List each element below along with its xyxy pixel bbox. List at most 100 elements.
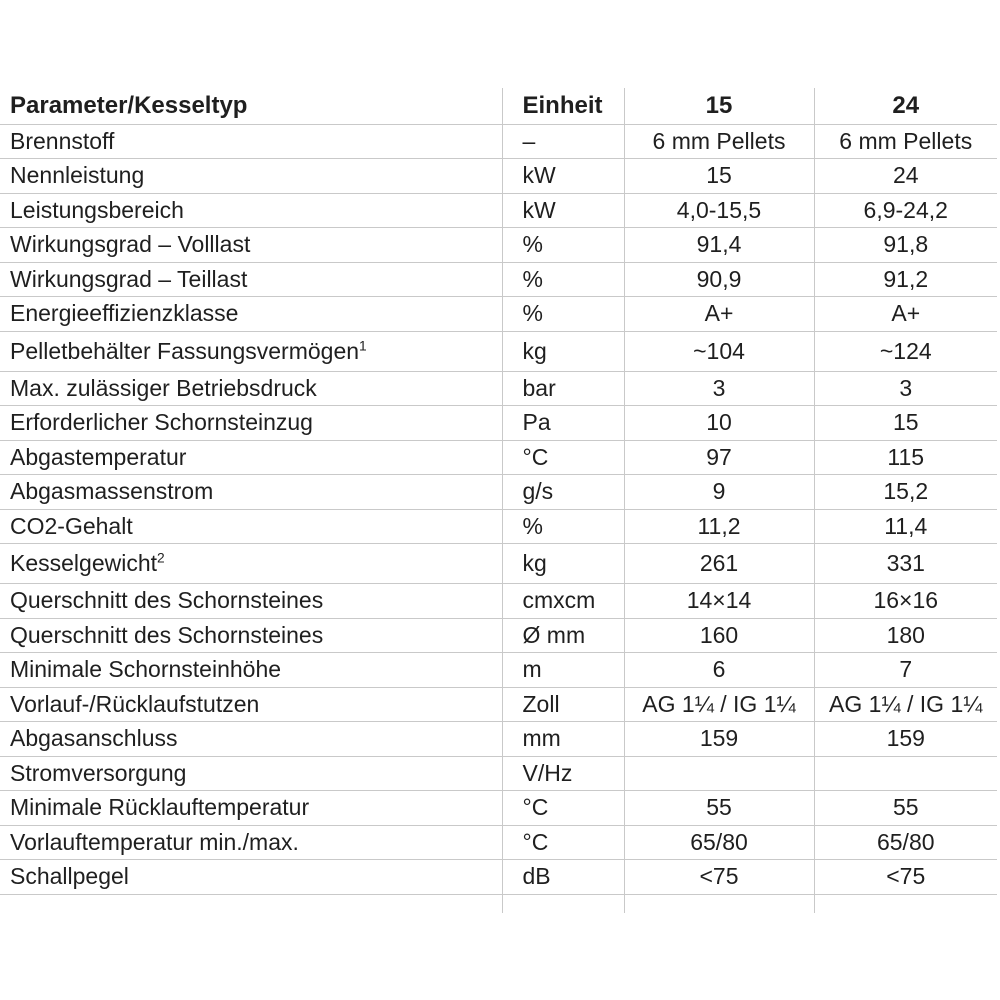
table-row: CO2-Gehalt % 11,2 11,4 xyxy=(0,509,997,544)
value-15-cell: 90,9 xyxy=(623,262,814,297)
footnote-marker: 1 xyxy=(359,337,367,353)
header-model-15: 15 xyxy=(623,88,814,125)
table-row: Querschnitt des Schornsteines Ø mm 160 1… xyxy=(0,618,997,653)
value-15-cell: 4,0-15,5 xyxy=(623,193,814,228)
value-15-cell: 14×14 xyxy=(623,583,814,619)
unit-cell: m xyxy=(501,652,624,688)
param-cell: Vorlauftemperatur min./max. xyxy=(0,825,502,860)
unit-cell: % xyxy=(501,227,624,263)
stub-cell xyxy=(0,894,502,913)
unit-cell: cmxcm xyxy=(501,583,624,619)
param-label: Erforderlicher Schornsteinzug xyxy=(10,409,313,436)
unit-cell: mm xyxy=(501,721,624,757)
param-label: Schallpegel xyxy=(10,863,129,890)
param-label: Querschnitt des Schornsteines xyxy=(10,587,324,614)
value-15-cell: 261 xyxy=(623,543,814,584)
value-24-cell: 331 xyxy=(813,543,997,584)
table-row: Querschnitt des Schornsteines cmxcm 14×1… xyxy=(0,583,997,619)
value-24-cell: 3 xyxy=(813,371,997,406)
value-15-cell: 3 xyxy=(623,371,814,406)
param-label: Vorlauftemperatur min./max. xyxy=(10,828,299,855)
value-15-cell: 55 xyxy=(623,790,814,826)
param-label: Max. zulässiger Betriebsdruck xyxy=(10,374,317,401)
param-label: Querschnitt des Schornsteines xyxy=(10,621,324,648)
value-24-cell: 15 xyxy=(813,405,997,441)
param-cell: Energieeffizienzklasse xyxy=(0,296,502,332)
param-cell: Vorlauf-/Rücklaufstutzen xyxy=(0,687,502,722)
param-cell: Stromversorgung xyxy=(0,756,502,791)
value-24-cell: 15,2 xyxy=(813,474,997,510)
param-label: CO2-Gehalt xyxy=(10,512,133,539)
param-cell: Abgastemperatur xyxy=(0,440,502,475)
value-15-cell: 160 xyxy=(623,618,814,653)
value-24-cell: A+ xyxy=(813,296,997,332)
value-24-cell: 65/80 xyxy=(813,825,997,860)
param-cell: Erforderlicher Schornsteinzug xyxy=(0,405,502,441)
value-15-cell: 9 xyxy=(623,474,814,510)
param-cell: Querschnitt des Schornsteines xyxy=(0,583,502,619)
spec-table: Parameter/Kesseltyp Einheit 15 24 Brenns… xyxy=(0,88,997,913)
unit-cell: kW xyxy=(501,158,624,194)
param-label: Nennleistung xyxy=(10,162,145,189)
value-15-cell: 97 xyxy=(623,440,814,475)
param-cell: Pelletbehälter Fassungsvermögen1 xyxy=(0,331,502,372)
table-row: Stromversorgung V/Hz xyxy=(0,756,997,791)
table-row: Abgasanschluss mm 159 159 xyxy=(0,721,997,757)
value-15-cell: <75 xyxy=(623,859,814,895)
value-24-cell: <75 xyxy=(813,859,997,895)
table-row: Brennstoff – 6 mm Pellets 6 mm Pellets xyxy=(0,124,997,159)
unit-cell: Pa xyxy=(501,405,624,441)
header-model-24: 24 xyxy=(813,88,997,125)
table-row: Wirkungsgrad – Volllast % 91,4 91,8 xyxy=(0,227,997,263)
table-row: Abgastemperatur °C 97 115 xyxy=(0,440,997,475)
table-row: Minimale Rücklauftemperatur °C 55 55 xyxy=(0,790,997,826)
value-24-cell: 24 xyxy=(813,158,997,194)
unit-cell: % xyxy=(501,262,624,297)
table-row: Minimale Schornsteinhöhe m 6 7 xyxy=(0,652,997,688)
empty-stub-row xyxy=(0,894,997,913)
stub-cell xyxy=(501,894,624,913)
param-label: Wirkungsgrad – Volllast xyxy=(10,231,251,258)
param-label: Abgasanschluss xyxy=(10,725,178,752)
param-label: Stromversorgung xyxy=(10,759,187,786)
unit-cell: kg xyxy=(501,331,624,372)
unit-cell: % xyxy=(501,509,624,544)
unit-cell: g/s xyxy=(501,474,624,510)
unit-cell: dB xyxy=(501,859,624,895)
value-15-cell: 15 xyxy=(623,158,814,194)
table-row: Schallpegel dB <75 <75 xyxy=(0,859,997,895)
value-24-cell: 7 xyxy=(813,652,997,688)
param-cell: Max. zulässiger Betriebsdruck xyxy=(0,371,502,406)
value-24-cell: 115 xyxy=(813,440,997,475)
table-row: Abgasmassenstrom g/s 9 15,2 xyxy=(0,474,997,510)
param-cell: Abgasmassenstrom xyxy=(0,474,502,510)
param-cell: Minimale Rücklauftemperatur xyxy=(0,790,502,826)
value-15-cell: ~104 xyxy=(623,331,814,372)
param-cell: Kesselgewicht2 xyxy=(0,543,502,584)
unit-cell: °C xyxy=(501,440,624,475)
value-24-cell: ~124 xyxy=(813,331,997,372)
param-label: Pelletbehälter Fassungsvermögen xyxy=(10,337,360,364)
value-15-cell xyxy=(623,756,814,791)
value-15-cell: AG 1¼ / IG 1¼ xyxy=(623,687,814,722)
unit-cell: °C xyxy=(501,825,624,860)
value-24-cell: 11,4 xyxy=(813,509,997,544)
param-cell: Schallpegel xyxy=(0,859,502,895)
table-row: Vorlauf-/Rücklaufstutzen Zoll AG 1¼ / IG… xyxy=(0,687,997,722)
value-24-cell: 180 xyxy=(813,618,997,653)
param-cell: Abgasanschluss xyxy=(0,721,502,757)
table-row: Energieeffizienzklasse % A+ A+ xyxy=(0,296,997,332)
header-parameter: Parameter/Kesseltyp xyxy=(0,88,502,125)
stub-cell xyxy=(813,894,997,913)
value-15-cell: 6 mm Pellets xyxy=(623,124,814,159)
param-cell: Querschnitt des Schornsteines xyxy=(0,618,502,653)
value-15-cell: 159 xyxy=(623,721,814,757)
table-row: Kesselgewicht2 kg 261 331 xyxy=(0,543,997,584)
param-label: Abgastemperatur xyxy=(10,443,187,470)
table-row: Erforderlicher Schornsteinzug Pa 10 15 xyxy=(0,405,997,441)
param-label: Energieeffizienzklasse xyxy=(10,300,239,327)
param-label: Minimale Schornsteinhöhe xyxy=(10,656,282,683)
value-24-cell: 6,9-24,2 xyxy=(813,193,997,228)
unit-cell: V/Hz xyxy=(501,756,624,791)
unit-cell: kg xyxy=(501,543,624,584)
